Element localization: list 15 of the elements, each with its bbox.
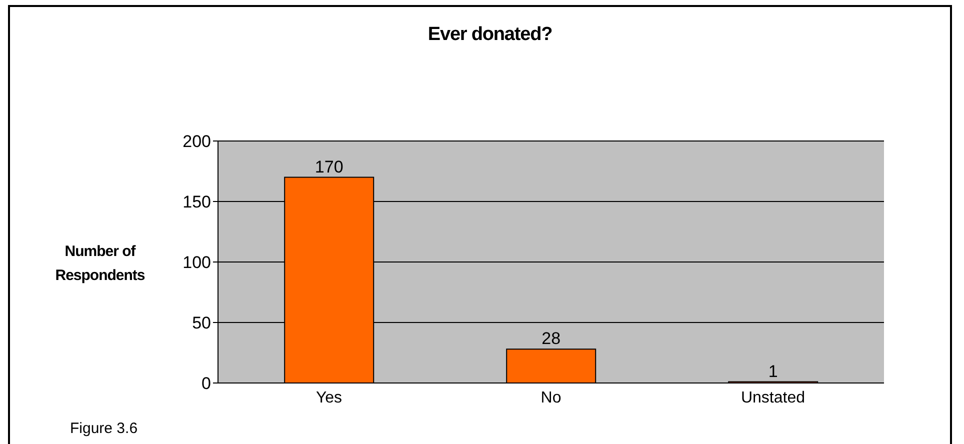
data-label: 28: [542, 329, 561, 348]
y-tick-label: 150: [182, 192, 211, 212]
y-tick-label: 100: [182, 253, 211, 272]
x-tick-label: Yes: [316, 389, 342, 406]
chart-title: Ever donated?: [426, 24, 554, 46]
y-axis-title: Number of Respondents: [54, 242, 146, 286]
y-tick-label: 200: [182, 132, 211, 152]
y-tick-label: 0: [202, 374, 211, 394]
data-label: 170: [314, 157, 344, 176]
y-tick-label: 50: [192, 314, 211, 333]
caption: Figure 3.6: [70, 420, 138, 437]
x-tick-label: No: [540, 389, 562, 406]
data-label: 1: [768, 362, 778, 381]
bar: [506, 348, 596, 383]
x-tick-label: Unstated: [740, 389, 806, 406]
